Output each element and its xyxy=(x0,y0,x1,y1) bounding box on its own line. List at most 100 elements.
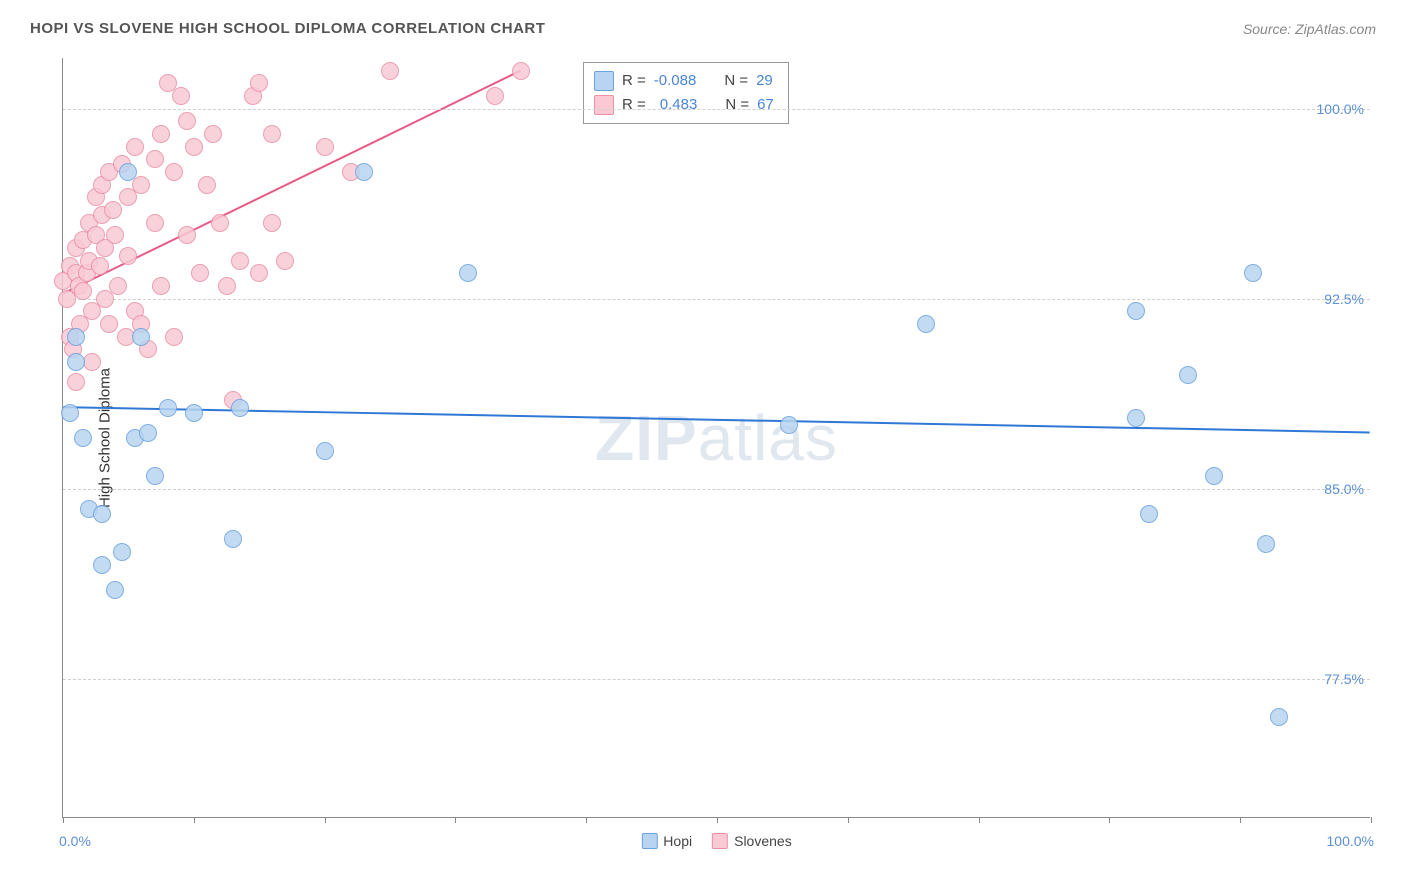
gridline xyxy=(63,679,1370,680)
series-legend: Hopi Slovenes xyxy=(641,833,791,849)
hopi-point xyxy=(459,264,477,282)
slovenes-point xyxy=(165,328,183,346)
hopi-point xyxy=(224,530,242,548)
y-tick-label: 85.0% xyxy=(1324,481,1364,497)
slovenes-point xyxy=(316,138,334,156)
x-tick xyxy=(194,817,195,823)
hopi-point xyxy=(93,505,111,523)
x-tick xyxy=(455,817,456,823)
x-axis-max-label: 100.0% xyxy=(1327,833,1374,849)
x-tick xyxy=(63,817,64,823)
hopi-point xyxy=(67,328,85,346)
hopi-point xyxy=(1179,366,1197,384)
slovenes-point xyxy=(250,264,268,282)
hopi-point xyxy=(106,581,124,599)
x-tick xyxy=(1371,817,1372,823)
hopi-point xyxy=(113,543,131,561)
slovenes-point xyxy=(119,247,137,265)
hopi-point xyxy=(1127,302,1145,320)
slovenes-point xyxy=(486,87,504,105)
slovenes-point xyxy=(146,150,164,168)
slovenes-point xyxy=(100,315,118,333)
hopi-point xyxy=(61,404,79,422)
hopi-point xyxy=(1257,535,1275,553)
slovenes-point xyxy=(191,264,209,282)
slovenes-point xyxy=(381,62,399,80)
slovenes-point xyxy=(132,176,150,194)
hopi-point xyxy=(119,163,137,181)
hopi-point xyxy=(74,429,92,447)
hopi-point xyxy=(316,442,334,460)
slovenes-point xyxy=(165,163,183,181)
slovenes-point xyxy=(109,277,127,295)
hopi-point xyxy=(1244,264,1262,282)
hopi-point xyxy=(67,353,85,371)
hopi-point xyxy=(1127,409,1145,427)
hopi-swatch xyxy=(594,71,614,91)
hopi-point xyxy=(1205,467,1223,485)
slovenes-point xyxy=(512,62,530,80)
x-tick xyxy=(848,817,849,823)
slovenes-point xyxy=(172,87,190,105)
slovenes-point xyxy=(263,125,281,143)
hopi-point xyxy=(132,328,150,346)
slovenes-point xyxy=(126,138,144,156)
hopi-point xyxy=(917,315,935,333)
legend-row-slovenes: R = 0.483 N = 67 xyxy=(594,93,774,117)
slovenes-point xyxy=(185,138,203,156)
slovenes-point xyxy=(231,252,249,270)
slovenes-point xyxy=(91,257,109,275)
y-tick-label: 77.5% xyxy=(1324,671,1364,687)
legend-row-hopi: R = -0.088 N = 29 xyxy=(594,69,774,93)
gridline xyxy=(63,109,1370,110)
hopi-point xyxy=(159,399,177,417)
x-tick xyxy=(1240,817,1241,823)
slovenes-point xyxy=(276,252,294,270)
slovenes-point xyxy=(198,176,216,194)
slovenes-point xyxy=(178,112,196,130)
x-tick xyxy=(586,817,587,823)
hopi-point xyxy=(139,424,157,442)
correlation-chart: HOPI VS SLOVENE HIGH SCHOOL DIPLOMA CORR… xyxy=(20,20,1386,872)
chart-source: Source: ZipAtlas.com xyxy=(1243,21,1376,37)
slovenes-point xyxy=(250,74,268,92)
plot-area: ZIPatlas High School Diploma R = -0.088 … xyxy=(62,58,1370,818)
slovenes-point xyxy=(104,201,122,219)
legend-item-hopi: Hopi xyxy=(641,833,692,849)
slovenes-point xyxy=(218,277,236,295)
slovenes-point xyxy=(204,125,222,143)
slovenes-swatch xyxy=(594,95,614,115)
x-tick xyxy=(979,817,980,823)
slovenes-point xyxy=(152,125,170,143)
hopi-point xyxy=(231,399,249,417)
hopi-point xyxy=(1140,505,1158,523)
slovenes-swatch-icon xyxy=(712,833,728,849)
hopi-point xyxy=(780,416,798,434)
gridline xyxy=(63,489,1370,490)
correlation-legend: R = -0.088 N = 29 R = 0.483 N = 67 xyxy=(583,62,789,124)
x-tick xyxy=(325,817,326,823)
hopi-point xyxy=(355,163,373,181)
slovenes-point xyxy=(211,214,229,232)
y-tick-label: 100.0% xyxy=(1317,101,1364,117)
slovenes-point xyxy=(106,226,124,244)
x-tick xyxy=(1109,817,1110,823)
slovenes-point xyxy=(67,373,85,391)
hopi-point xyxy=(146,467,164,485)
trend-lines xyxy=(63,58,1370,817)
slovenes-point xyxy=(83,353,101,371)
hopi-point xyxy=(185,404,203,422)
hopi-swatch-icon xyxy=(641,833,657,849)
hopi-point xyxy=(1270,708,1288,726)
y-tick-label: 92.5% xyxy=(1324,291,1364,307)
hopi-point xyxy=(93,556,111,574)
slovenes-point xyxy=(178,226,196,244)
chart-title: HOPI VS SLOVENE HIGH SCHOOL DIPLOMA CORR… xyxy=(30,20,545,37)
slovenes-point xyxy=(74,282,92,300)
legend-item-slovenes: Slovenes xyxy=(712,833,792,849)
slovenes-point xyxy=(146,214,164,232)
gridline xyxy=(63,299,1370,300)
x-axis-min-label: 0.0% xyxy=(59,833,91,849)
slovenes-point xyxy=(152,277,170,295)
watermark: ZIPatlas xyxy=(595,401,838,475)
